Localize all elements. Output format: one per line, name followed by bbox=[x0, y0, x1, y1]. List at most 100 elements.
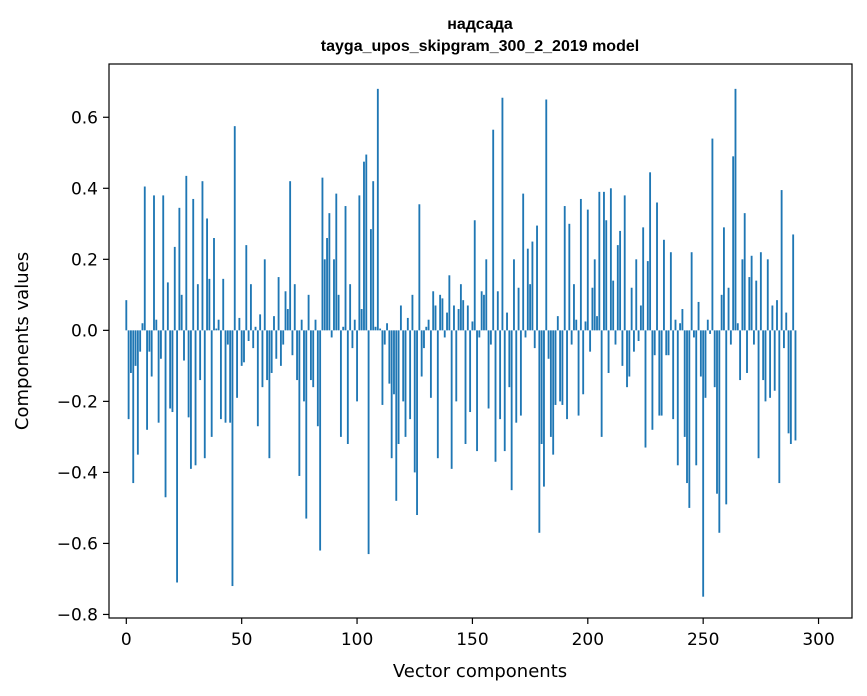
bar-252 bbox=[706, 319, 709, 331]
bar-53 bbox=[247, 330, 250, 341]
bar-39 bbox=[215, 328, 218, 331]
bar-189 bbox=[561, 330, 564, 405]
bar-179 bbox=[538, 330, 541, 533]
bar-211 bbox=[612, 280, 615, 331]
bar-287 bbox=[787, 330, 790, 434]
bar-30 bbox=[194, 330, 197, 466]
bar-284 bbox=[780, 190, 783, 331]
bar-258 bbox=[720, 294, 723, 331]
bar-181 bbox=[543, 330, 545, 487]
bar-79 bbox=[307, 294, 310, 331]
bar-227 bbox=[649, 172, 652, 331]
bar-145 bbox=[459, 284, 462, 331]
bar-33 bbox=[201, 181, 204, 331]
bar-201 bbox=[589, 330, 592, 352]
bar-203 bbox=[593, 259, 596, 331]
bar-115 bbox=[390, 330, 393, 459]
bar-240 bbox=[679, 323, 682, 331]
bar-21 bbox=[173, 246, 176, 331]
bar-134 bbox=[434, 305, 437, 331]
bar-223 bbox=[639, 305, 642, 331]
bar-178 bbox=[536, 225, 538, 331]
bar-114 bbox=[388, 330, 391, 384]
y-tick-label: 0.6 bbox=[71, 108, 98, 128]
bar-182 bbox=[545, 99, 548, 331]
bar-133 bbox=[432, 291, 435, 331]
bar-122 bbox=[406, 317, 409, 331]
bar-235 bbox=[667, 330, 670, 356]
bar-9 bbox=[146, 330, 148, 430]
bar-139 bbox=[446, 312, 448, 331]
bar-159 bbox=[492, 129, 495, 331]
bar-110 bbox=[379, 328, 382, 331]
bar-128 bbox=[420, 330, 423, 377]
bar-174 bbox=[526, 248, 529, 331]
bar-129 bbox=[423, 330, 425, 349]
bar-244 bbox=[688, 330, 691, 508]
bar-16 bbox=[162, 195, 165, 331]
bar-264 bbox=[734, 88, 737, 331]
bar-48 bbox=[236, 330, 238, 398]
bar-160 bbox=[494, 330, 497, 462]
bar-49 bbox=[238, 317, 241, 331]
bar-144 bbox=[457, 309, 460, 331]
x-axis-ticks: 0 50 100 150 200 250 300 bbox=[121, 618, 835, 650]
bar-281 bbox=[773, 330, 776, 391]
bar-184 bbox=[549, 330, 552, 437]
bar-199 bbox=[584, 321, 587, 331]
bar-50 bbox=[240, 330, 243, 366]
bar-246 bbox=[693, 330, 695, 338]
bar-243 bbox=[686, 330, 688, 484]
bar-82 bbox=[314, 319, 317, 331]
bar-6 bbox=[139, 330, 142, 352]
bar-113 bbox=[386, 323, 388, 331]
bar-117 bbox=[395, 330, 398, 501]
bar-231 bbox=[658, 330, 661, 416]
bar-209 bbox=[607, 330, 610, 373]
bar-277 bbox=[764, 330, 767, 402]
bar-143 bbox=[455, 330, 458, 402]
bar-208 bbox=[605, 220, 608, 331]
bar-124 bbox=[411, 294, 414, 331]
bar-101 bbox=[358, 195, 361, 331]
bar-256 bbox=[716, 330, 718, 494]
bar-58 bbox=[259, 314, 262, 331]
bar-167 bbox=[510, 330, 513, 491]
bar-155 bbox=[483, 294, 485, 331]
bar-191 bbox=[566, 330, 568, 420]
bar-275 bbox=[759, 252, 762, 331]
bar-43 bbox=[224, 330, 227, 423]
bar-18 bbox=[166, 282, 169, 331]
y-tick-label: −0.2 bbox=[57, 392, 98, 412]
bar-13 bbox=[155, 319, 158, 331]
chart-subtitle: tayga_upos_skipgram_300_2_2019 model bbox=[321, 38, 639, 55]
bar-38 bbox=[213, 238, 215, 331]
bar-87 bbox=[326, 238, 328, 331]
bar-55 bbox=[252, 330, 255, 349]
y-tick-label: 0.2 bbox=[71, 250, 98, 270]
bar-59 bbox=[261, 330, 264, 388]
bar-142 bbox=[453, 305, 455, 331]
bar-156 bbox=[485, 259, 488, 331]
bar-261 bbox=[727, 287, 730, 331]
bar-280 bbox=[771, 305, 774, 331]
bar-29 bbox=[192, 198, 195, 331]
bar-186 bbox=[554, 330, 557, 405]
bar-28 bbox=[189, 330, 192, 469]
bar-41 bbox=[219, 330, 222, 420]
y-tick-label: −0.6 bbox=[57, 534, 98, 554]
bar-262 bbox=[729, 330, 732, 345]
bar-105 bbox=[367, 330, 370, 555]
bar-170 bbox=[517, 287, 520, 331]
bar-63 bbox=[270, 330, 273, 373]
bar-35 bbox=[206, 218, 208, 331]
bar-253 bbox=[709, 330, 712, 334]
bar-168 bbox=[513, 259, 515, 331]
bar-226 bbox=[646, 261, 649, 331]
bar-149 bbox=[469, 330, 472, 413]
bar-36 bbox=[208, 278, 211, 331]
bar-51 bbox=[243, 330, 245, 363]
bar-106 bbox=[369, 229, 372, 331]
bar-132 bbox=[429, 330, 432, 398]
bar-25 bbox=[183, 330, 185, 361]
